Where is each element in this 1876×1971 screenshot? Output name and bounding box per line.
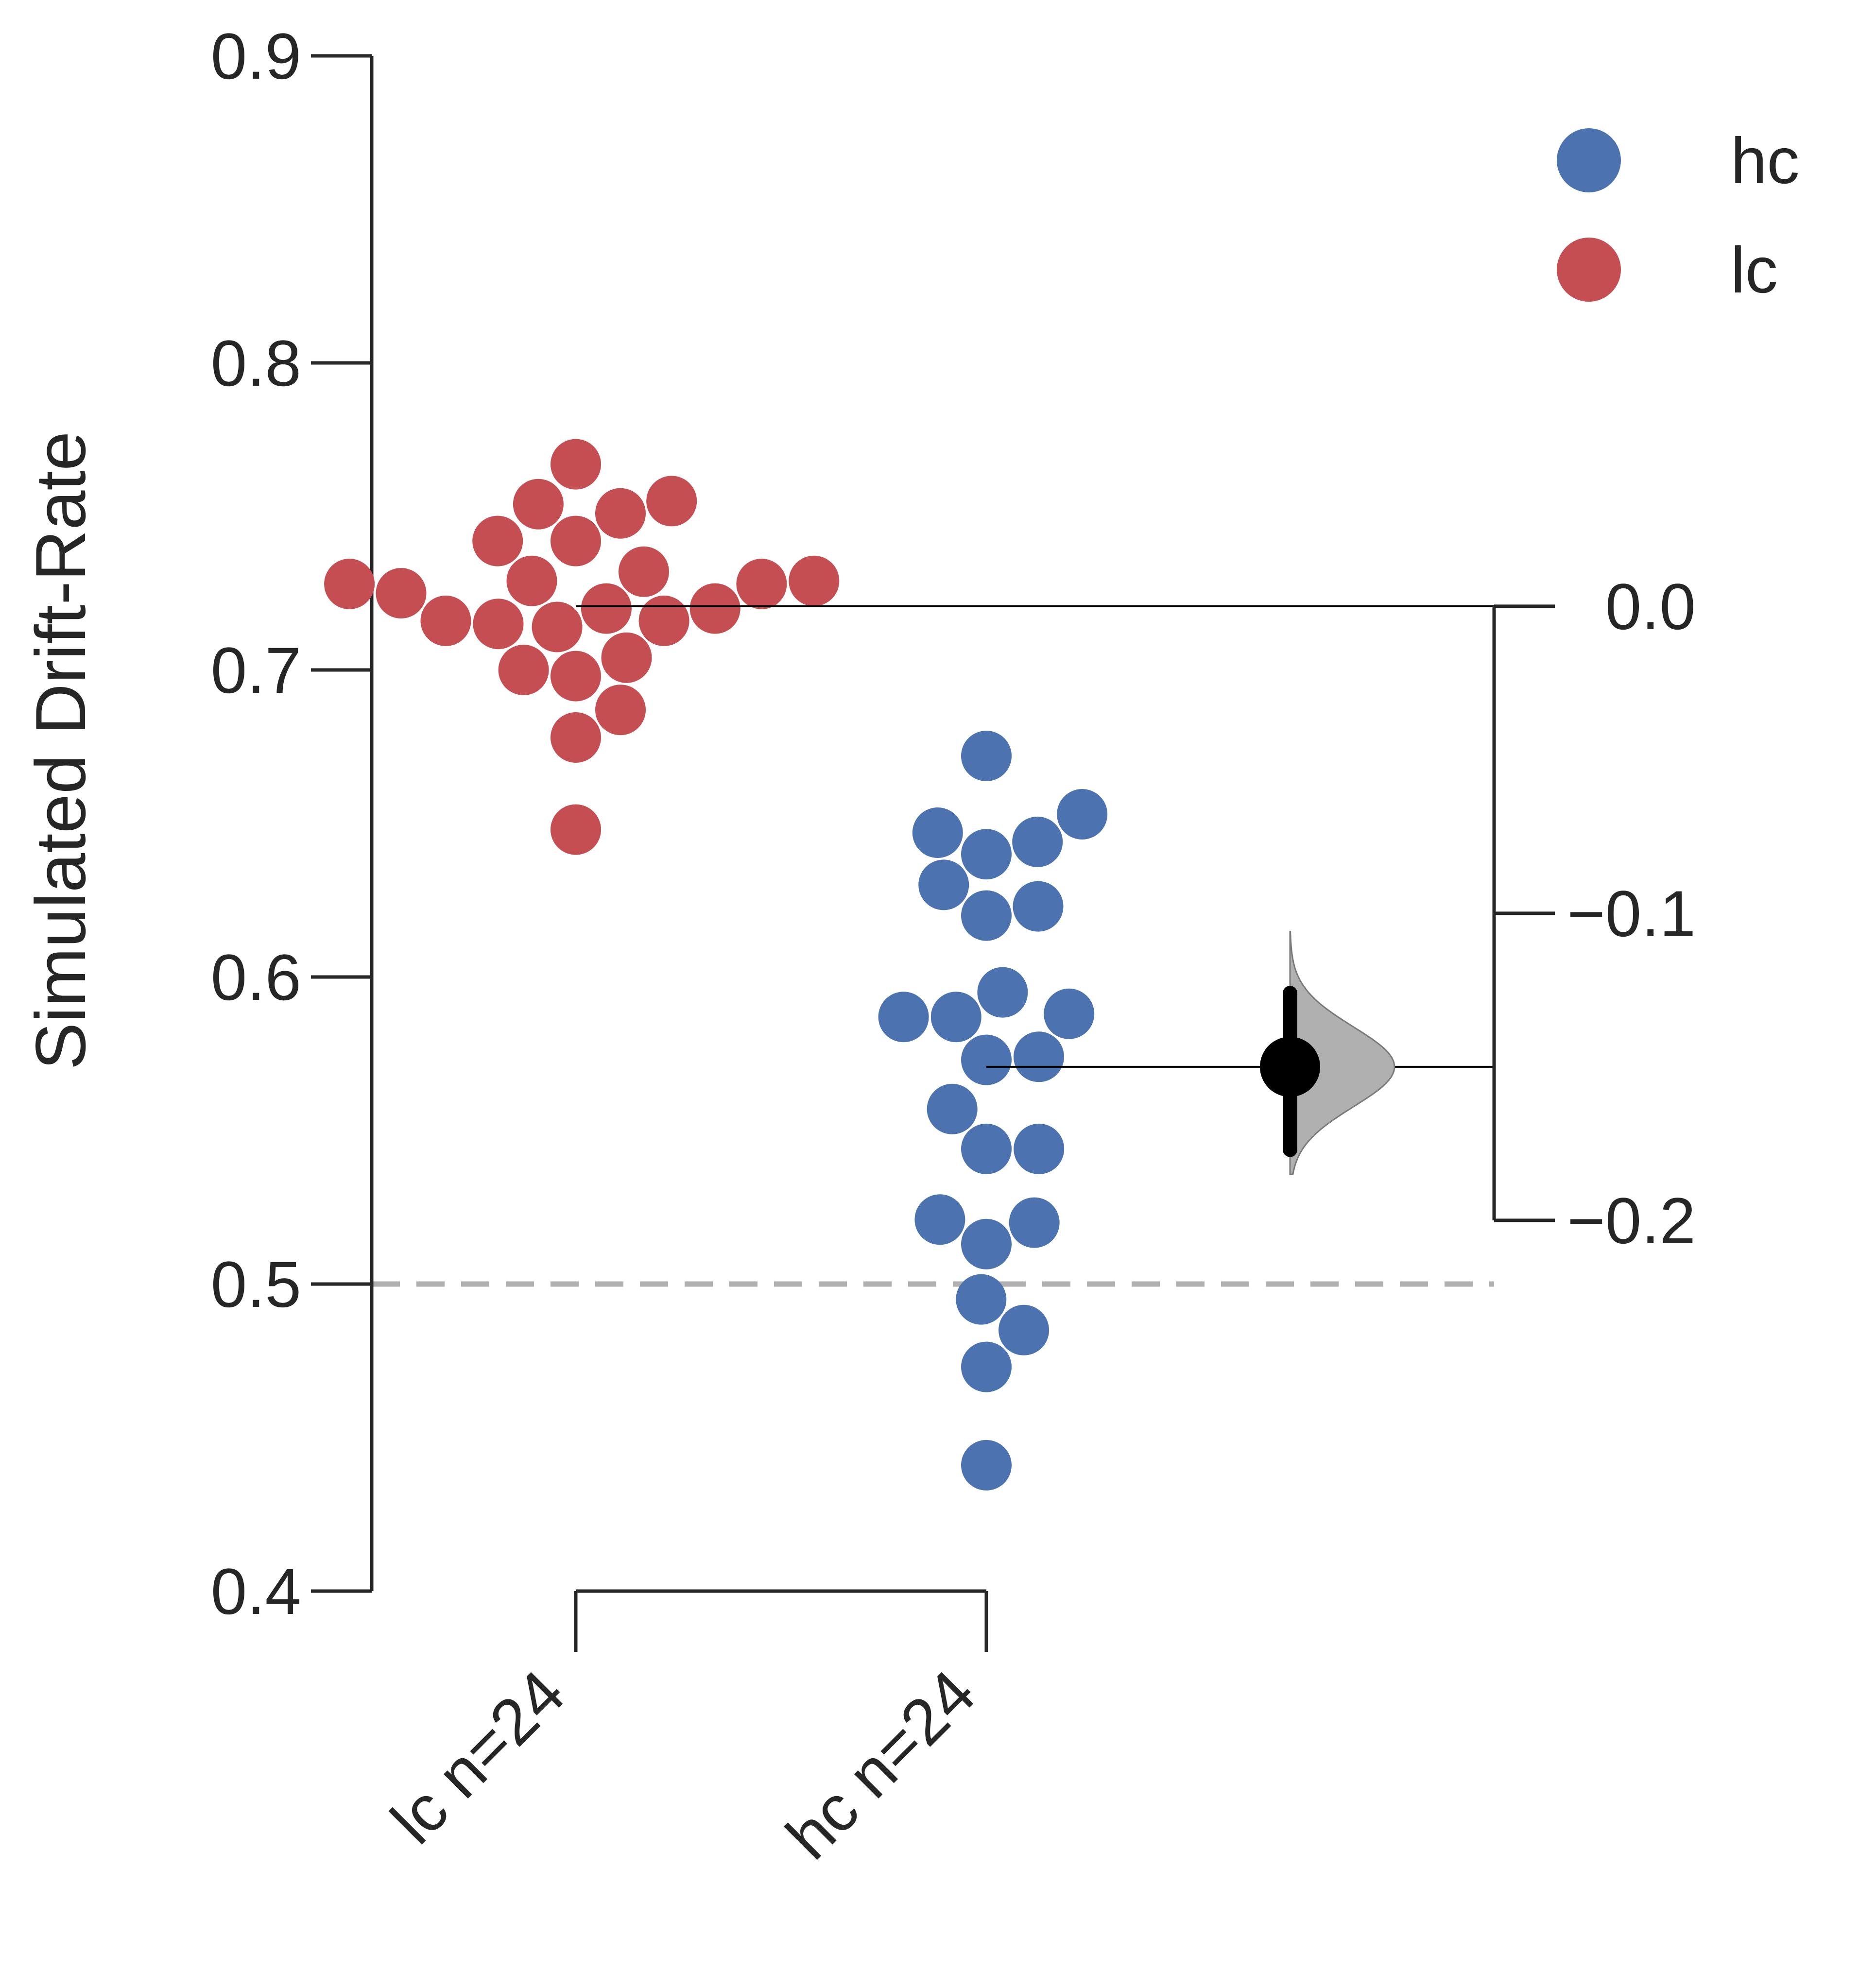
- effect-size-panel: 0.0 −0.1 −0.2: [576, 571, 1696, 1257]
- legend-item-lc: lc: [1557, 234, 1778, 307]
- data-point-lc: [324, 559, 375, 609]
- y-tick-label: 0.4: [211, 1556, 301, 1628]
- legend-marker: [1557, 238, 1621, 302]
- data-point-lc: [532, 601, 583, 652]
- x-tick-label: hc n=24: [773, 1657, 989, 1873]
- data-point-lc: [551, 712, 601, 763]
- data-point-hc: [961, 1341, 1012, 1392]
- data-point-hc: [977, 967, 1028, 1018]
- series-hc: [878, 731, 1108, 1491]
- data-point-lc: [595, 685, 646, 736]
- data-point-hc: [1009, 1197, 1060, 1248]
- y-tick-label: 0.6: [211, 942, 301, 1014]
- data-point-hc: [961, 829, 1012, 880]
- data-point-hc: [918, 859, 969, 910]
- x-tick-label: lc n=24: [378, 1657, 579, 1858]
- data-point-lc: [595, 488, 646, 539]
- y-axis-title: Simulated Drift-Rate: [21, 431, 100, 1070]
- data-point-hc: [1014, 1031, 1064, 1082]
- y-tick-label: 0.9: [211, 20, 301, 93]
- data-point-lc: [736, 559, 787, 609]
- legend-label: lc: [1731, 234, 1778, 307]
- data-marks: [324, 439, 1108, 1491]
- legend: hc lc: [1557, 125, 1800, 307]
- data-point-hc: [956, 1274, 1007, 1325]
- legend-item-hc: hc: [1557, 125, 1800, 197]
- data-point-lc: [551, 651, 601, 702]
- data-point-lc: [420, 595, 471, 646]
- data-point-hc: [1057, 789, 1108, 840]
- data-point-lc: [473, 599, 524, 650]
- data-point-hc: [961, 731, 1012, 781]
- data-point-lc: [551, 515, 601, 566]
- data-point-hc: [961, 1123, 1012, 1174]
- data-point-lc: [789, 555, 840, 606]
- axes: 0.4 0.5 0.6 0.7 0.8 0.9 Simulated Drift-Rate lc…: [21, 20, 989, 1873]
- right-axis-tick-label: −0.1: [1567, 878, 1696, 950]
- data-point-lc: [498, 645, 549, 695]
- data-point-hc: [914, 1194, 965, 1245]
- data-point-lc: [506, 555, 557, 606]
- data-point-hc: [912, 807, 963, 858]
- data-point-hc: [1014, 1123, 1065, 1174]
- data-point-lc: [638, 595, 689, 646]
- bootstrap-distribution: [1289, 931, 1395, 1175]
- data-point-hc: [961, 1218, 1012, 1269]
- data-point-hc: [930, 992, 981, 1043]
- data-point-hc: [998, 1304, 1050, 1355]
- legend-marker: [1557, 128, 1621, 192]
- data-point-lc: [601, 632, 652, 683]
- mean-difference-point: [1260, 1036, 1320, 1097]
- data-point-hc: [878, 992, 929, 1043]
- data-point-lc: [689, 583, 740, 634]
- data-point-hc: [1013, 881, 1064, 932]
- y-tick-label: 0.5: [211, 1249, 301, 1321]
- data-point-lc: [551, 804, 601, 855]
- right-axis-tick-label: 0.0: [1605, 571, 1696, 643]
- data-point-lc: [551, 439, 601, 490]
- data-point-lc: [376, 568, 427, 618]
- data-point-hc: [961, 1034, 1012, 1085]
- data-point-hc: [927, 1083, 978, 1134]
- data-point-hc: [961, 890, 1012, 941]
- data-point-lc: [472, 515, 523, 566]
- right-axis-tick-label: −0.2: [1567, 1185, 1696, 1257]
- data-point-lc: [581, 583, 632, 634]
- y-tick-label: 0.8: [211, 327, 301, 400]
- data-point-hc: [961, 1440, 1012, 1491]
- data-point-hc: [1044, 988, 1095, 1039]
- data-point-lc: [513, 479, 564, 530]
- data-point-hc: [1012, 816, 1063, 867]
- y-tick-label: 0.7: [211, 634, 301, 707]
- data-point-lc: [646, 476, 697, 527]
- data-point-lc: [619, 546, 669, 597]
- legend-label: hc: [1731, 125, 1800, 197]
- series-lc: [324, 439, 840, 855]
